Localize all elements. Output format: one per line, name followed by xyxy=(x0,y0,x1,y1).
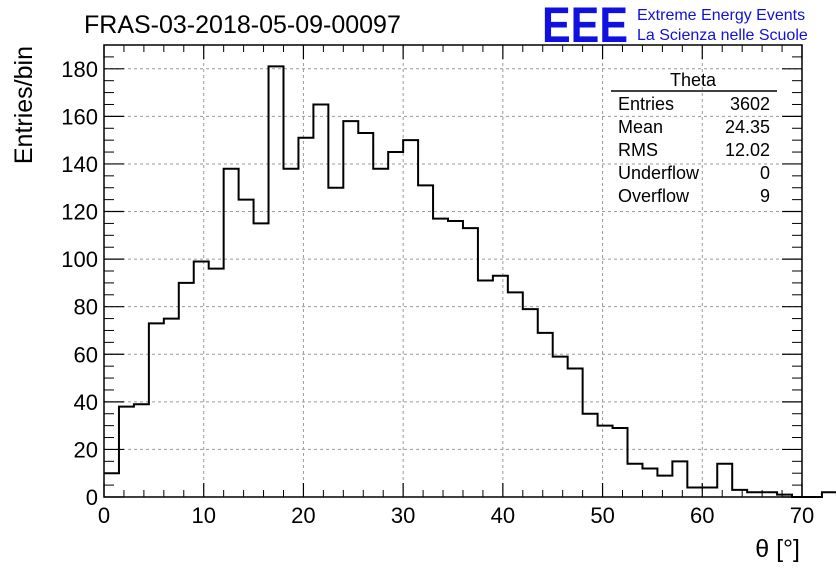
y-tick-label: 20 xyxy=(74,437,98,462)
stats-title: Theta xyxy=(670,70,717,90)
x-tick-labels: 0 10 20 30 40 50 60 70 xyxy=(98,503,814,528)
y-tick-labels: 0 20 40 60 80 100 120 140 160 180 xyxy=(61,57,98,510)
grid-lines xyxy=(104,45,802,497)
y-tick-label: 160 xyxy=(61,104,98,129)
y-tick-label: 80 xyxy=(74,295,98,320)
y-tick-label: 180 xyxy=(61,57,98,82)
eee-logo-line2: La Scienza nelle Scuole xyxy=(637,27,808,44)
x-tick-label: 0 xyxy=(98,503,110,528)
plot-frame xyxy=(103,44,803,498)
stats-value: 3602 xyxy=(730,94,770,114)
stats-label: RMS xyxy=(618,140,658,160)
y-tick-label: 0 xyxy=(86,485,98,510)
x-axis-label: θ [°] xyxy=(755,535,800,563)
x-tick-label: 40 xyxy=(491,503,515,528)
x-tick-label: 50 xyxy=(590,503,614,528)
chart-title: FRAS-03-2018-05-09-00097 xyxy=(84,11,401,39)
eee-logo-text: EEE xyxy=(542,0,628,53)
y-tick-label: 120 xyxy=(61,200,98,225)
y-tick-label: 100 xyxy=(61,247,98,272)
x-tick-label: 10 xyxy=(191,503,215,528)
axis-ticks xyxy=(103,44,803,498)
stats-label: Entries xyxy=(618,94,674,114)
eee-logo: EEE Extreme Energy Events La Scienza nel… xyxy=(542,0,808,53)
x-tick-label: 60 xyxy=(690,503,714,528)
stats-value: 24.35 xyxy=(725,117,770,137)
x-tick-label: 30 xyxy=(391,503,415,528)
y-tick-label: 60 xyxy=(74,342,98,367)
stats-value: 0 xyxy=(760,163,770,183)
stats-value: 9 xyxy=(760,186,770,206)
y-axis-label: Entries/bin xyxy=(10,46,38,164)
stats-value: 12.02 xyxy=(725,140,770,160)
x-tick-label: 20 xyxy=(291,503,315,528)
stats-label: Mean xyxy=(618,117,663,137)
eee-logo-line1: Extreme Energy Events xyxy=(637,7,805,24)
y-tick-label: 140 xyxy=(61,152,98,177)
stats-label: Overflow xyxy=(618,186,690,206)
y-tick-label: 40 xyxy=(74,390,98,415)
x-tick-label: 70 xyxy=(790,503,814,528)
histogram-line xyxy=(104,65,836,498)
stats-box: Theta Entries 3602 Mean 24.35 RMS 12.02 Underf… xyxy=(611,70,777,206)
stats-label: Underflow xyxy=(618,163,700,183)
